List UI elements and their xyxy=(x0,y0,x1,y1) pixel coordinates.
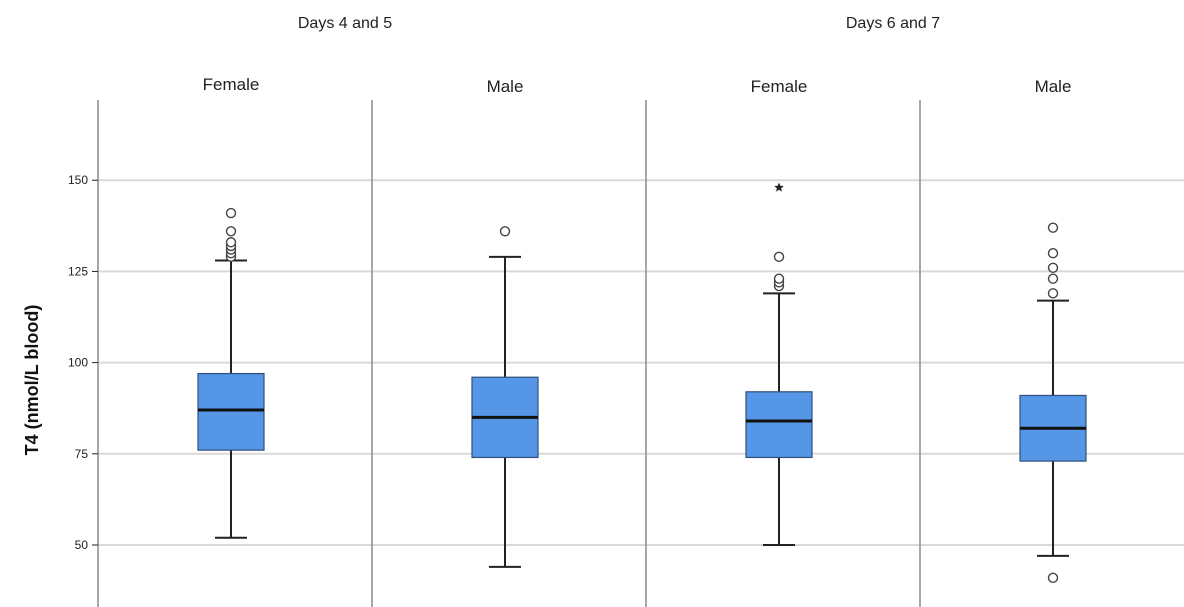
y-tick-label: 125 xyxy=(68,264,88,278)
y-axis-ticks: 50 75 100 125 150 xyxy=(68,173,98,552)
y-tick-label: 150 xyxy=(68,173,88,187)
extreme-point xyxy=(774,182,784,192)
grid-lines xyxy=(98,179,1184,546)
outlier-point xyxy=(225,237,237,248)
panel-title: Male xyxy=(1035,77,1072,96)
outlier-point xyxy=(499,226,511,237)
panel-title: Female xyxy=(751,77,808,96)
iqr-box xyxy=(745,391,813,459)
panel-title: Female xyxy=(203,75,260,94)
outlier-point xyxy=(773,251,785,263)
outlier-point xyxy=(1047,247,1059,259)
y-tick-label: 100 xyxy=(68,356,88,370)
outlier-point xyxy=(1047,262,1059,273)
iqr-box xyxy=(197,372,265,451)
y-tick-label: 50 xyxy=(75,538,89,552)
group-title: Days 6 and 7 xyxy=(846,15,940,32)
outlier-point xyxy=(1047,288,1059,299)
outlier-point xyxy=(1047,572,1059,584)
outlier-point xyxy=(1047,273,1059,284)
panels xyxy=(97,100,921,607)
group-title: Days 4 and 5 xyxy=(298,15,392,32)
panel-title: Male xyxy=(487,77,524,96)
boxes xyxy=(197,182,1087,584)
outlier-point xyxy=(773,273,785,284)
outlier-point xyxy=(225,226,237,237)
y-tick-label: 75 xyxy=(75,447,89,461)
y-axis-title: T4 (nmol/L blood) xyxy=(22,305,42,456)
outlier-point xyxy=(1047,222,1059,233)
outlier-point xyxy=(225,207,237,219)
